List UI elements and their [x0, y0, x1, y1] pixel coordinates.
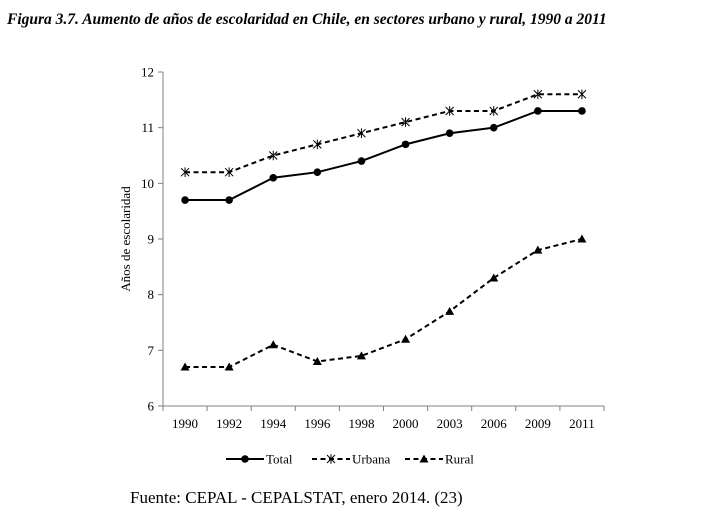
x-tick-label: 2009: [525, 416, 551, 431]
data-point-urbana: [577, 89, 587, 100]
y-tick-label: 6: [148, 399, 155, 414]
data-point-urbana: [533, 89, 543, 100]
data-point-rural: [180, 362, 190, 371]
series-lines: [185, 93, 583, 369]
x-tick-label: 1990: [172, 416, 198, 431]
series-line-urbana: [185, 93, 582, 174]
y-tick-label: 10: [141, 176, 154, 191]
x-tick-label: 2006: [481, 416, 508, 431]
y-tick-label: 9: [148, 232, 155, 247]
line-chart: 6 7 8 9 10 11 12 1990 1992 1994 1996 1998 2000 2003 2…: [118, 65, 605, 467]
legend: Total Urbana Rural: [226, 452, 474, 467]
y-axis-label: Años de escolaridad: [118, 186, 133, 292]
x-tick-label: 2003: [437, 416, 463, 431]
data-point-urbana: [357, 128, 366, 139]
figure-title: Figura 3.7. Aumento de años de escolarid…: [7, 11, 607, 28]
data-point-urbana: [312, 139, 322, 150]
data-point-total: [181, 196, 189, 204]
data-point-rural: [224, 362, 234, 371]
x-tick-label: 2011: [569, 416, 595, 431]
legend-label-rural: Rural: [445, 452, 474, 467]
data-point-urbana: [489, 106, 499, 116]
data-point-rural: [401, 334, 411, 343]
y-tick-label: 11: [141, 120, 154, 135]
data-point-total: [401, 140, 410, 149]
chart-axes: [158, 71, 605, 411]
data-point-rural: [445, 306, 455, 315]
data-point-urbana: [401, 117, 410, 127]
x-tick-label: 1992: [216, 416, 242, 431]
x-tick-label: 1996: [304, 416, 331, 431]
x-tick-label: 2000: [393, 416, 419, 431]
x-tick-labels: 1990 1992 1994 1996 1998 2000 2003 2006 2009 2011: [172, 416, 595, 431]
data-point-total: [489, 123, 498, 132]
legend-marker-urbana: [326, 454, 336, 464]
data-point-rural: [356, 351, 366, 360]
data-point-rural: [268, 340, 278, 349]
data-point-rural: [489, 273, 499, 282]
legend-marker-rural: [419, 454, 429, 463]
series-markers: [180, 89, 587, 371]
series-line-rural: [185, 238, 583, 369]
data-point-total: [534, 107, 542, 115]
data-point-urbana: [224, 167, 234, 177]
legend-label-total: Total: [266, 452, 293, 467]
data-point-total: [578, 107, 586, 115]
data-point-total: [225, 196, 233, 204]
figure-source: Fuente: CEPAL - CEPALSTAT, enero 2014. (…: [130, 488, 463, 507]
data-point-rural: [312, 356, 322, 365]
series-line-total: [185, 109, 582, 202]
y-tick-label: 7: [148, 343, 155, 358]
y-tick-label: 8: [148, 287, 155, 302]
data-point-total: [269, 173, 278, 182]
x-tick-label: 1998: [348, 416, 374, 431]
data-point-rural: [577, 234, 587, 243]
data-point-urbana: [445, 106, 455, 116]
legend-marker-total: [241, 455, 249, 463]
data-point-urbana: [268, 150, 278, 161]
x-tick-label: 1994: [260, 416, 287, 431]
data-point-total: [357, 157, 366, 165]
y-tick-labels: 6 7 8 9 10 11 12: [141, 65, 155, 414]
data-point-total: [313, 168, 322, 176]
legend-label-urbana: Urbana: [352, 452, 390, 467]
y-tick-label: 12: [141, 65, 154, 80]
data-point-urbana: [180, 167, 190, 177]
data-point-total: [445, 129, 454, 138]
data-point-rural: [533, 245, 543, 254]
